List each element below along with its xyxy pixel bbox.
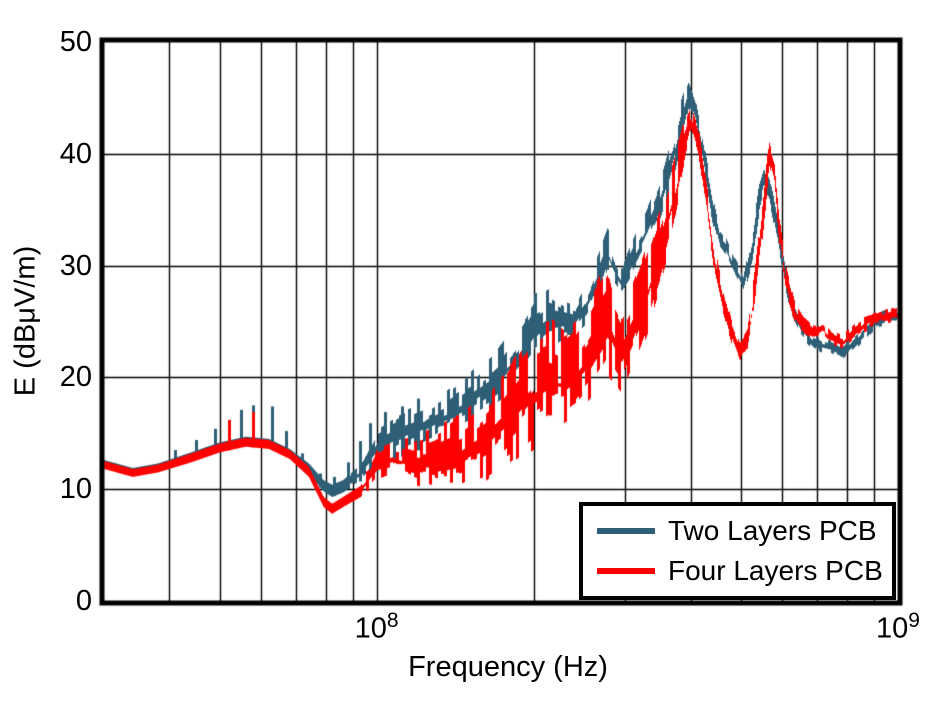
y-tick-label-30: 30 xyxy=(59,249,92,282)
x-tick-exponent: 8 xyxy=(386,609,399,632)
y-tick-label-10: 10 xyxy=(59,473,92,506)
y-tick-label-20: 20 xyxy=(59,361,92,394)
x-tick-exponent: 9 xyxy=(908,609,920,632)
x-tick-label-1e9: 109 xyxy=(876,609,920,646)
y-tick-label-40: 40 xyxy=(59,137,92,170)
legend-item-four-layers: Four Layers PCB xyxy=(597,555,892,588)
legend-line-swatch-two-layers xyxy=(597,528,655,534)
y-axis-label: E (dBμV/m) xyxy=(9,245,42,397)
legend-item-two-layers: Two Layers PCB xyxy=(597,515,892,548)
legend-label-two-layers: Two Layers PCB xyxy=(668,515,877,546)
x-axis-label: Frequency (Hz) xyxy=(408,651,608,683)
legend-label-four-layers: Four Layers PCB xyxy=(668,555,883,586)
y-tick-label-0: 0 xyxy=(75,585,92,617)
x-tick-base: 10 xyxy=(354,612,387,645)
y-tick-label-50: 50 xyxy=(59,26,92,58)
legend: Two Layers PCB Four Layers PCB xyxy=(579,502,896,600)
x-tick-base: 10 xyxy=(876,612,909,645)
x-tick-label-1e8: 108 xyxy=(355,609,399,646)
legend-line-swatch-four-layers xyxy=(597,568,655,574)
